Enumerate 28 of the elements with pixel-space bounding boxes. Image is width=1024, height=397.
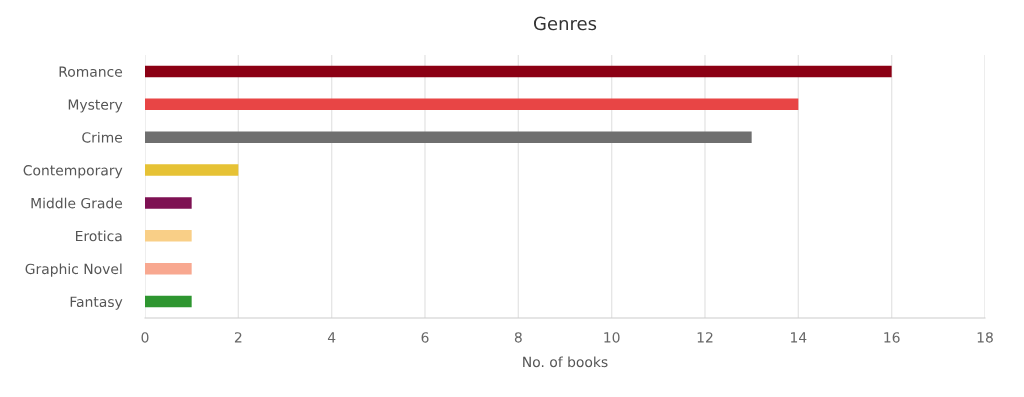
bar (145, 230, 192, 242)
y-tick-label: Mystery (68, 99, 123, 113)
y-tick-label: Graphic Novel (25, 263, 122, 277)
bar (145, 164, 239, 176)
x-tick-label: 12 (697, 332, 713, 343)
x-axis-title: No. of books (523, 356, 608, 368)
bar (145, 131, 752, 143)
bar (145, 98, 799, 111)
x-tick-label: 16 (884, 332, 900, 343)
y-tick-label: Contemporary (23, 165, 123, 179)
x-tick-label: 4 (327, 332, 336, 343)
x-tick-label: 2 (234, 332, 242, 343)
chart-title: Genres (533, 16, 597, 31)
y-tick-label: Crime (82, 131, 123, 143)
x-tick-label: 8 (514, 332, 522, 343)
bar (145, 197, 192, 209)
x-tick-label: 14 (791, 332, 807, 343)
x-tick-label: 0 (141, 332, 149, 343)
y-tick-label: Romance (59, 66, 123, 77)
x-tick-label: 18 (977, 332, 993, 343)
bar (145, 295, 192, 308)
y-tick-label: Erotica (76, 230, 122, 242)
x-tick-label: 10 (604, 332, 620, 343)
y-tick-label: Middle Grade (31, 197, 123, 209)
bar (145, 262, 192, 275)
x-tick-label: 6 (421, 332, 429, 343)
y-tick-label: Fantasy (70, 296, 123, 310)
bar (145, 65, 892, 78)
